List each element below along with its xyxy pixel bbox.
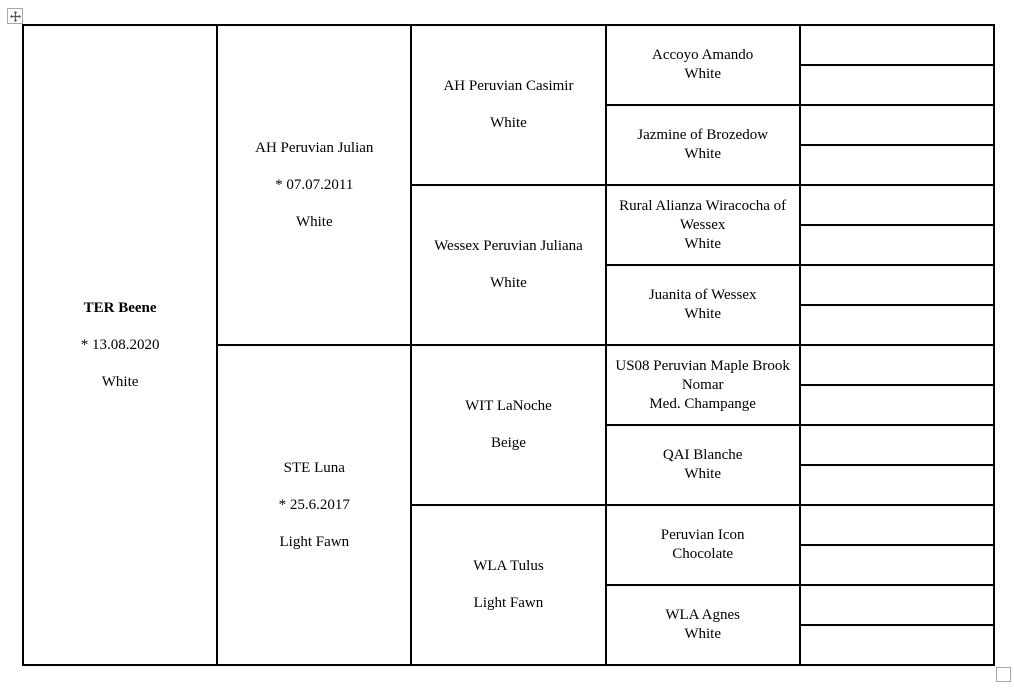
cell-gen3-3[interactable]: WIT LaNoche Beige bbox=[410, 344, 607, 506]
cell-gen4-2[interactable]: Jazmine of Brozedow White bbox=[604, 104, 801, 186]
gen3-name: WLA Tulus bbox=[473, 558, 544, 574]
table-move-icon bbox=[9, 10, 21, 22]
cell-gen5-empty[interactable] bbox=[798, 104, 996, 146]
gen4-name: Rural Alianza Wiracocha of Wessex bbox=[619, 197, 787, 233]
table-row bbox=[23, 64, 996, 106]
gen4-name: Jazmine of Brozedow bbox=[637, 127, 769, 143]
gen4-name: Accoyo Amando bbox=[652, 47, 754, 63]
gen4-name: WLA Agnes bbox=[665, 607, 740, 623]
cell-gen4-5[interactable]: US08 Peruvian Maple Brook Nomar Med. Cha… bbox=[604, 344, 801, 426]
gen3-color: White bbox=[490, 115, 527, 131]
gen3-color: White bbox=[490, 275, 527, 291]
table-row: WLA Agnes White bbox=[23, 584, 996, 666]
subject-color: White bbox=[101, 373, 139, 390]
gen2-dam-name: STE Luna bbox=[283, 459, 345, 476]
table-resize-handle[interactable] bbox=[996, 667, 1011, 682]
gen3-color: Light Fawn bbox=[473, 595, 544, 611]
gen4-color: White bbox=[684, 66, 721, 82]
gen4-name: Juanita of Wessex bbox=[648, 287, 757, 303]
gen4-color: White bbox=[684, 626, 721, 642]
cell-gen5-empty[interactable] bbox=[798, 224, 996, 266]
cell-gen4-4[interactable]: Juanita of Wessex White bbox=[604, 264, 801, 346]
gen4-color: White bbox=[684, 306, 721, 322]
cell-gen5-empty[interactable] bbox=[798, 264, 996, 306]
gen4-color: White bbox=[684, 235, 721, 252]
table-row: STE Luna * 25.6.2017 Light Fawn WIT LaNo… bbox=[23, 344, 996, 666]
cell-gen5-empty[interactable] bbox=[798, 624, 996, 666]
cell-gen5-empty[interactable] bbox=[798, 504, 996, 546]
cell-gen5-empty[interactable] bbox=[798, 144, 996, 186]
table-row bbox=[23, 224, 996, 266]
table-row: TER Beene * 13.08.2020 White AH Peruvian… bbox=[21, 24, 996, 666]
cell-gen3-1[interactable]: AH Peruvian Casimir White bbox=[410, 24, 607, 186]
cell-gen3-2[interactable]: Wessex Peruvian Juliana White bbox=[410, 184, 607, 346]
table-row: QAI Blanche White bbox=[23, 424, 996, 506]
gen4-color: White bbox=[684, 146, 721, 162]
cell-gen4-8[interactable]: WLA Agnes White bbox=[604, 584, 801, 666]
cell-gen2-sire[interactable]: AH Peruvian Julian * 07.07.2011 White bbox=[216, 24, 413, 346]
table-row bbox=[23, 464, 996, 506]
cell-gen5-empty[interactable] bbox=[798, 544, 996, 586]
cell-gen5-empty[interactable] bbox=[798, 184, 996, 226]
cell-gen4-3[interactable]: Rural Alianza Wiracocha of Wessex White bbox=[604, 184, 801, 266]
cell-gen2-dam[interactable]: STE Luna * 25.6.2017 Light Fawn bbox=[216, 344, 413, 666]
gen2-dam-color: Light Fawn bbox=[279, 533, 350, 550]
cell-gen4-1[interactable]: Accoyo Amando White bbox=[604, 24, 801, 106]
table-row bbox=[23, 624, 996, 666]
gen3-name: Wessex Peruvian Juliana bbox=[434, 238, 583, 254]
cell-subject[interactable]: TER Beene * 13.08.2020 White bbox=[21, 24, 219, 666]
gen4-name: Peruvian Icon bbox=[660, 527, 745, 543]
pedigree-table: TER Beene * 13.08.2020 White AH Peruvian… bbox=[21, 24, 996, 666]
cell-gen5-empty[interactable] bbox=[798, 64, 996, 106]
gen4-color: Chocolate bbox=[672, 546, 734, 562]
table-move-handle[interactable] bbox=[7, 8, 23, 24]
gen2-dam-birthdate: * 25.6.2017 bbox=[278, 496, 350, 513]
gen4-color: White bbox=[684, 466, 721, 482]
gen2-sire-name: AH Peruvian Julian bbox=[255, 139, 374, 156]
cell-gen5-empty[interactable] bbox=[798, 584, 996, 626]
table-row: Wessex Peruvian Juliana White Rural Alia… bbox=[23, 184, 996, 346]
gen3-name: AH Peruvian Casimir bbox=[443, 78, 574, 94]
gen3-name: WIT LaNoche bbox=[465, 398, 552, 414]
cell-gen4-7[interactable]: Peruvian Icon Chocolate bbox=[604, 504, 801, 586]
cell-gen5-empty[interactable] bbox=[798, 344, 996, 386]
cell-gen5-empty[interactable] bbox=[798, 464, 996, 506]
gen4-name: QAI Blanche bbox=[662, 447, 743, 463]
gen3-color: Beige bbox=[490, 435, 526, 451]
table-row: Jazmine of Brozedow White bbox=[23, 104, 996, 186]
gen2-sire-color: White bbox=[295, 213, 333, 230]
gen2-sire-birthdate: * 07.07.2011 bbox=[275, 176, 354, 193]
cell-gen5-empty[interactable] bbox=[798, 384, 996, 426]
cell-gen5-empty[interactable] bbox=[798, 24, 996, 66]
gen4-name: US08 Peruvian Maple Brook Nomar bbox=[615, 357, 790, 393]
subject-name: TER Beene bbox=[83, 299, 157, 316]
subject-birthdate: * 13.08.2020 bbox=[80, 336, 160, 353]
cell-gen5-empty[interactable] bbox=[798, 304, 996, 346]
table-row bbox=[23, 144, 996, 186]
cell-gen5-empty[interactable] bbox=[798, 424, 996, 466]
table-row bbox=[23, 544, 996, 586]
table-row: WLA Tulus Light Fawn Peruvian Icon Choco… bbox=[23, 504, 996, 666]
table-row: Juanita of Wessex White bbox=[23, 264, 996, 346]
cell-gen4-6[interactable]: QAI Blanche White bbox=[604, 424, 801, 506]
cell-gen3-4[interactable]: WLA Tulus Light Fawn bbox=[410, 504, 607, 666]
table-row bbox=[23, 384, 996, 426]
table-row bbox=[23, 304, 996, 346]
gen4-color: Med. Champange bbox=[649, 395, 756, 412]
